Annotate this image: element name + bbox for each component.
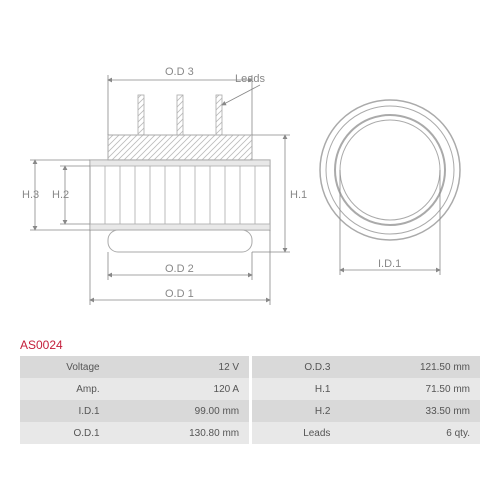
technical-drawing: H.3 H.2 H.1: [20, 30, 480, 320]
top-view: I.D.1: [320, 100, 460, 275]
spec-label: Voltage: [20, 356, 110, 378]
table-row: Amp. 120 A H.1 71.50 mm: [20, 378, 480, 400]
leads-label: Leads: [235, 73, 265, 85]
h2-label: H.2: [52, 189, 69, 201]
spec-label: Leads: [252, 422, 340, 444]
spec-label: O.D.1: [20, 422, 110, 444]
part-number: AS0024: [20, 338, 63, 352]
spec-table: Voltage 12 V O.D.3 121.50 mm Amp. 120 A …: [20, 356, 480, 444]
h1-label: H.1: [290, 189, 307, 201]
spec-label: Amp.: [20, 378, 110, 400]
id1-label: I.D.1: [378, 258, 401, 270]
spec-value: 71.50 mm: [340, 378, 480, 400]
table-row: I.D.1 99.00 mm H.2 33.50 mm: [20, 400, 480, 422]
spec-value: 6 qty.: [340, 422, 480, 444]
spec-label: O.D.3: [252, 356, 340, 378]
spec-value: 121.50 mm: [340, 356, 480, 378]
spec-value: 130.80 mm: [110, 422, 250, 444]
container: H.3 H.2 H.1: [0, 0, 500, 500]
od3-label: O.D 3: [165, 66, 194, 78]
table-row: Voltage 12 V O.D.3 121.50 mm: [20, 356, 480, 378]
spec-value: 12 V: [110, 356, 250, 378]
spec-value: 33.50 mm: [340, 400, 480, 422]
side-view: H.3 H.2 H.1: [22, 66, 307, 305]
spec-label: H.2: [252, 400, 340, 422]
table-row: O.D.1 130.80 mm Leads 6 qty.: [20, 422, 480, 444]
spec-value: 120 A: [110, 378, 250, 400]
h3-label: H.3: [22, 189, 39, 201]
od1-label: O.D 1: [165, 288, 194, 300]
spec-label: I.D.1: [20, 400, 110, 422]
spec-label: H.1: [252, 378, 340, 400]
spec-value: 99.00 mm: [110, 400, 250, 422]
od2-label: O.D 2: [165, 263, 194, 275]
